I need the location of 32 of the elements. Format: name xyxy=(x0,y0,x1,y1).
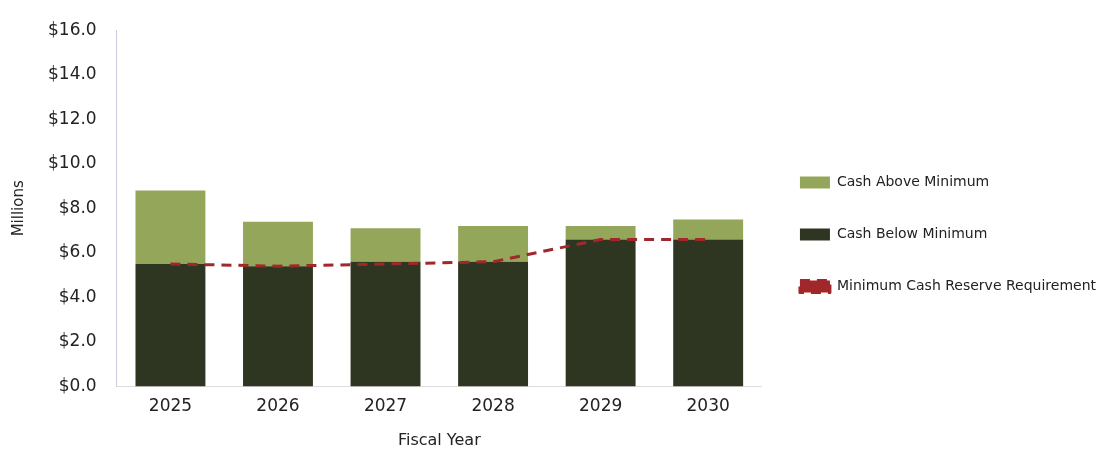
bar xyxy=(350,228,421,262)
x-tick-label: 2029 xyxy=(578,395,623,416)
y-tick-label: $10.0 xyxy=(48,152,97,173)
x-axis-title: Fiscal Year xyxy=(397,429,482,449)
bar xyxy=(565,239,636,387)
bar xyxy=(135,263,206,387)
bar xyxy=(350,261,421,387)
bar xyxy=(673,239,744,387)
y-tick-label: $2.0 xyxy=(58,330,97,351)
x-tick-label: 2025 xyxy=(148,395,193,416)
y-tick-label: $4.0 xyxy=(58,285,97,306)
x-tick-label: 2027 xyxy=(363,395,408,416)
legend-label: Cash Below Minimum xyxy=(836,225,988,242)
y-tick-label: $16.0 xyxy=(48,18,97,39)
bar xyxy=(458,261,529,387)
x-tick-label: 2030 xyxy=(686,395,730,416)
y-axis-title: Millions xyxy=(8,180,27,237)
bar xyxy=(243,221,313,267)
legend-label: Cash Above Minimum xyxy=(836,173,990,190)
x-tick-label: 2028 xyxy=(471,395,515,416)
bar xyxy=(565,226,636,240)
legend-label: Minimum Cash Reserve Requirement xyxy=(836,277,1097,294)
x-tick-label: 2026 xyxy=(256,395,300,416)
y-tick-label: $12.0 xyxy=(48,107,97,128)
y-tick-label: $8.0 xyxy=(58,196,97,217)
bar xyxy=(243,266,313,387)
y-tick-label: $0.0 xyxy=(58,374,97,395)
bar xyxy=(458,226,529,262)
bar xyxy=(673,219,744,240)
bar xyxy=(135,190,206,264)
y-tick-label: $6.0 xyxy=(58,241,97,262)
y-tick-label: $14.0 xyxy=(48,63,97,84)
